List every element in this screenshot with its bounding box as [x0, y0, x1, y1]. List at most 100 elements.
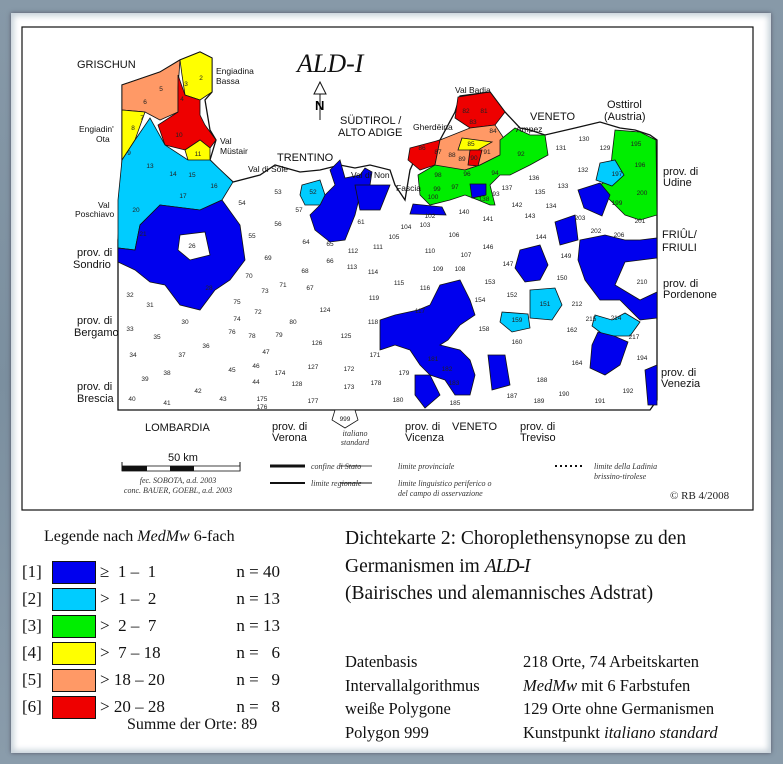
cell-number: 81 — [480, 108, 488, 115]
cell-number: 43 — [219, 396, 227, 403]
legend-range: > 2 – 7 — [100, 616, 157, 635]
cell-number: 46 — [252, 363, 260, 370]
line-legend-stato: confine di Stato — [311, 462, 361, 471]
label-gherdeina: Gherdëina — [413, 122, 453, 132]
cell-number: 54 — [238, 200, 246, 207]
cell-number: 192 — [623, 388, 634, 395]
label-friuli-1: FRIÛL/ — [662, 228, 698, 241]
legend-row: [1] ≥ 1 – 1 n = 40 — [22, 561, 312, 585]
area-class2-cell52 — [299, 179, 326, 206]
credit-conc: conc. BAUER, GOEBL, a.d. 2003 — [124, 486, 232, 495]
cell-number: 179 — [399, 370, 410, 377]
cell-number: 72 — [254, 309, 262, 316]
cell-number: 217 — [629, 334, 640, 341]
cell-number: 188 — [537, 377, 548, 384]
cell-number: 16 — [210, 183, 218, 190]
scale-bar — [121, 462, 241, 472]
legend-title-method: MedMw — [137, 528, 190, 545]
cell-number: 191 — [595, 398, 606, 405]
cell-number: 202 — [591, 228, 602, 235]
legend-swatch — [52, 642, 96, 665]
caption-line3: (Bairisches und alemannisches Adstrat) — [345, 583, 654, 604]
cell-number: 103 — [420, 222, 431, 229]
basis-value: MedMw mit 6 Farbstufen — [523, 674, 690, 698]
cell-number: 135 — [535, 189, 546, 196]
label-val-mustair-2: Müstair — [220, 146, 248, 156]
copyright: © RB 4/2008 — [670, 490, 730, 502]
label-sudtirol-1: SÜDTIROL / — [340, 115, 402, 127]
cell-number: 100 — [428, 194, 439, 201]
cell-number: 206 — [614, 232, 625, 239]
cell-number: 68 — [301, 268, 309, 275]
cell-number: 65 — [326, 241, 334, 248]
cell-number: 90 — [470, 155, 478, 162]
cell-number: 4 — [180, 96, 184, 103]
data-basis-table: Datenbasis 218 Orte, 74 Arbeitskarten Int… — [345, 650, 765, 744]
label-vicenza-2: Vicenza — [405, 432, 445, 444]
caption-line2-text: Germanismen im — [345, 555, 485, 577]
cell-number: 79 — [275, 332, 283, 339]
cell-number: 71 — [279, 282, 287, 289]
cell-number: 41 — [163, 400, 171, 407]
cell-number: 119 — [369, 295, 380, 302]
cell-number: 5 — [159, 86, 163, 93]
area-class1-cell144 — [554, 214, 579, 246]
cell-number: 40 — [128, 396, 136, 403]
cell-number: 47 — [262, 349, 270, 356]
label-val-poschiavo-1: Val — [98, 200, 110, 210]
cell-number: 138 — [479, 196, 490, 203]
area-class1-cell139 — [469, 183, 487, 199]
cell-number: 178 — [371, 380, 382, 387]
legend-swatch — [52, 561, 96, 584]
cell-number: 131 — [556, 145, 567, 152]
basis-value: Kunstpunkt italiano standard — [523, 721, 718, 745]
legend-row: [4] > 7 – 18 n = 6 — [22, 642, 312, 666]
cell-number: 86 — [418, 145, 426, 152]
cell-number: 173 — [344, 384, 355, 391]
cell-number: 9 — [127, 150, 131, 157]
cell-number: 117 — [415, 308, 426, 315]
cell-number: 182 — [442, 366, 453, 373]
cell-number: 3 — [184, 81, 188, 88]
basis-key: Polygon 999 — [345, 722, 429, 742]
label-engiadina-bassa-1: Engiadina — [216, 66, 254, 76]
cell-number: 83 — [469, 119, 477, 126]
legend-count: n = 13 — [236, 589, 280, 608]
label-ampez: Ampez — [516, 124, 542, 134]
area-class6-cell86 — [407, 139, 441, 171]
label-fascia: Fascia — [396, 183, 421, 193]
cell-number: 176 — [257, 404, 268, 411]
label-engiadin-ota-1: Engiadin' — [79, 124, 114, 134]
label-friuli-2: FRIULI — [662, 242, 697, 254]
cell-number: 171 — [370, 352, 381, 359]
legend: Legende nach MedMw 6-fach [1] ≥ 1 – 1 n = … — [22, 528, 322, 738]
label-engiadin-ota-2: Ota — [96, 134, 110, 144]
cell-number: 194 — [637, 355, 648, 362]
label-osttirol-1: Osttirol — [607, 99, 642, 111]
cell-number: 152 — [507, 292, 518, 299]
label-veneto-north: VENETO — [530, 111, 575, 123]
cell-number: 74 — [233, 316, 241, 323]
cell-number: 105 — [389, 234, 400, 241]
cell-number: 96 — [463, 171, 471, 178]
cell-number: 85 — [467, 141, 475, 148]
label-venezia-1: prov. di — [661, 367, 696, 379]
legend-swatch — [52, 696, 96, 719]
area-class2-cell214 — [591, 312, 641, 337]
cell-number: 150 — [557, 275, 568, 282]
area-class1-cell60 — [354, 184, 391, 211]
cell-number: 14 — [169, 171, 177, 178]
basis-row: weiße Polygone 129 Orte ohne Germanismen — [345, 697, 765, 721]
line-legend-linguistico-2: del campo di osservazione — [398, 489, 483, 498]
cell-number: 153 — [485, 279, 496, 286]
cell-number: 107 — [461, 252, 472, 259]
cell-number: 75 — [233, 299, 241, 306]
cell-number: 200 — [637, 190, 648, 197]
line-legend-ladinia-1: limite della Ladinia — [594, 462, 657, 471]
cell-number: 126 — [312, 340, 323, 347]
cell-number: 195 — [631, 141, 642, 148]
cell-number: 2 — [199, 75, 203, 82]
caption: Dichtekarte 2: Choroplethensynopse zu de… — [345, 525, 765, 608]
legend-swatch — [52, 615, 96, 638]
